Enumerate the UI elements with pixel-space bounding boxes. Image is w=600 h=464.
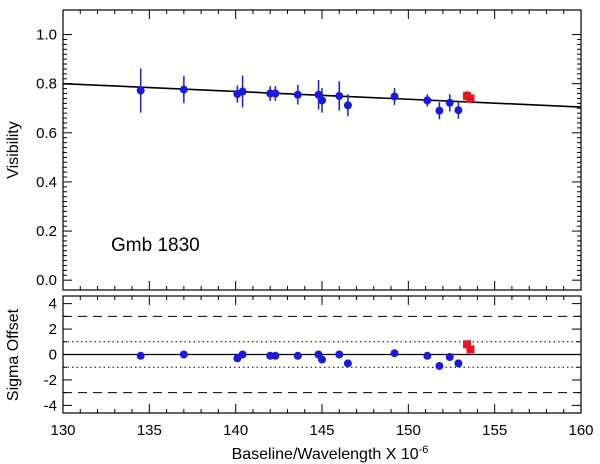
x-tick-label: 155 — [482, 422, 507, 439]
blue-data-point — [179, 85, 188, 94]
red-offset-point — [466, 345, 475, 354]
sigma-offset-panel: -4 -2 0 2 4 130 135 140 145 150 155 160 Sigma Offs… — [5, 295, 594, 439]
top-y-tick-label: 0.0 — [36, 272, 57, 289]
blue-offset-point — [445, 353, 454, 362]
blue-offset-point — [318, 355, 326, 364]
red-data-point — [466, 94, 475, 103]
bottom-y-tick-label: 2 — [49, 321, 57, 338]
x-tick-label: 135 — [137, 422, 162, 439]
blue-data-point — [435, 106, 444, 115]
bottom-y-tick-label: -2 — [44, 372, 57, 389]
blue-offset-point — [293, 351, 302, 360]
x-tick-label: 145 — [309, 422, 334, 439]
blue-data-point — [293, 90, 302, 99]
blue-offset-point — [390, 349, 399, 358]
blue-data-point — [318, 96, 326, 105]
blue-data-point — [136, 86, 145, 95]
top-y-tick-label: 0.2 — [36, 223, 57, 240]
blue-data-point — [423, 96, 432, 105]
top-y-tick-label: 0.4 — [36, 174, 57, 191]
x-axis-title-exponent: -6 — [419, 444, 429, 456]
bottom-y-tick-label: 0 — [49, 347, 57, 364]
x-tick-label: 130 — [50, 422, 75, 439]
blue-data-point — [335, 91, 344, 100]
x-axis-title: Baseline/Wavelength X 10-6 — [232, 444, 429, 463]
bottom-y-tick-label: -4 — [44, 397, 57, 414]
object-label: Gmb 1830 — [111, 235, 200, 256]
blue-offset-point — [343, 359, 352, 368]
blue-offset-point — [423, 351, 432, 360]
blue-offset-point — [454, 359, 463, 368]
red-offset-point — [463, 340, 472, 349]
top-y-tick-label: 1.0 — [36, 27, 57, 44]
x-tick-label: 140 — [223, 422, 248, 439]
x-tick-label: 160 — [568, 422, 593, 439]
top-y-tick-label: 0.6 — [36, 125, 57, 142]
blue-offset-point — [179, 350, 188, 359]
blue-offset-point — [136, 351, 145, 360]
blue-data-point — [445, 98, 454, 107]
blue-data-point — [390, 92, 399, 101]
blue-data-point — [343, 101, 352, 110]
y-axis-title-sigma-offset: Sigma Offset — [5, 308, 22, 401]
bottom-y-tick-label: 4 — [49, 296, 57, 313]
x-tick-label: 150 — [396, 422, 421, 439]
blue-offset-point — [271, 351, 280, 360]
blue-offset-point — [435, 361, 444, 370]
top-y-tick-label: 0.8 — [36, 76, 57, 93]
blue-data-point — [271, 89, 280, 98]
blue-offset-point — [238, 350, 247, 359]
blue-data-point — [238, 87, 247, 96]
y-axis-title-visibility: Visibility — [5, 121, 22, 179]
blue-offset-point — [335, 350, 344, 359]
x-axis-title-text: Baseline/Wavelength X 10 — [232, 446, 419, 463]
visibility-panel: 0.0 0.2 0.4 0.6 0.8 1.0 Gmb 1830 Visibility — [5, 9, 582, 291]
blue-data-point — [454, 106, 463, 115]
